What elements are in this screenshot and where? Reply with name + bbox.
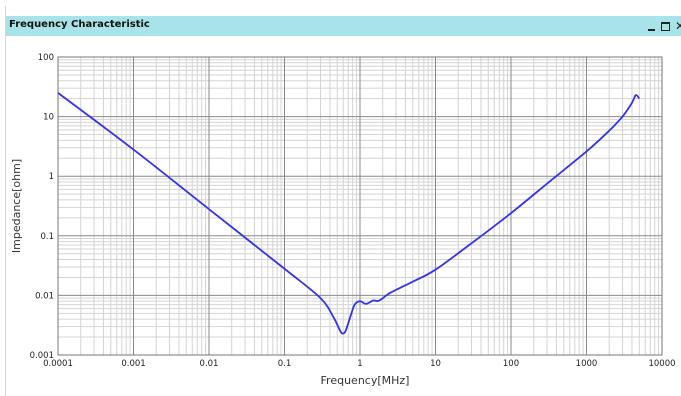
x-tick-label: 100 — [503, 359, 519, 369]
window-title: Frequency Characteristic — [9, 19, 150, 30]
y-tick-label: 0.1 — [40, 232, 54, 242]
close-button[interactable]: ✕ — [673, 16, 681, 36]
close-icon: ✕ — [674, 19, 681, 33]
y-axis-label: Impedance[ohm] — [10, 159, 23, 253]
grid-major — [57, 57, 662, 356]
x-tick-label: 10000 — [648, 359, 675, 369]
x-tick-label: 0.0001 — [43, 359, 73, 369]
minimize-button[interactable] — [644, 16, 658, 36]
y-tick-label: 0.01 — [35, 291, 54, 301]
y-tick-label: 10 — [43, 113, 54, 123]
x-tick-label: 0.001 — [121, 359, 145, 369]
x-tick-label: 1 — [357, 359, 362, 369]
plot-frame — [57, 56, 663, 356]
title-bar: Frequency Characteristic ✕ — [6, 16, 681, 36]
x-tick-label: 0.1 — [278, 359, 292, 369]
y-tick-label: 0.001 — [30, 351, 54, 361]
maximize-icon — [660, 21, 670, 31]
x-tick-label: 1000 — [576, 359, 598, 369]
y-tick-label: 1 — [49, 172, 54, 182]
minimize-icon — [647, 29, 655, 31]
x-tick-labels: 0.0001 0.001 0.01 0.1 1 10 100 1000 10000 — [43, 359, 675, 369]
x-axis-label: Frequency[MHz] — [321, 374, 410, 387]
y-tick-labels: 100 10 1 0.1 0.01 0.001 — [30, 53, 54, 361]
y-tick-label: 100 — [38, 53, 54, 63]
x-tick-label: 0.01 — [200, 359, 219, 369]
impedance-curve — [57, 92, 640, 335]
x-tick-label: 10 — [430, 359, 441, 369]
maximize-button[interactable] — [658, 16, 672, 36]
